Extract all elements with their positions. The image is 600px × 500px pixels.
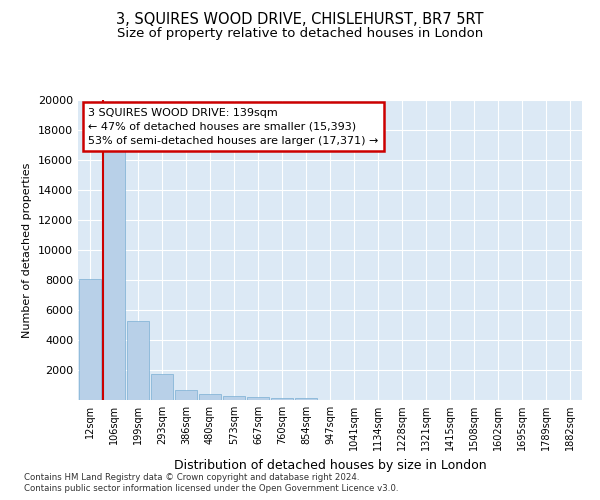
- Bar: [223, 396, 245, 400]
- Bar: [295, 398, 317, 400]
- Bar: [151, 374, 173, 400]
- Bar: [175, 390, 197, 400]
- Text: 3 SQUIRES WOOD DRIVE: 139sqm
← 47% of detached houses are smaller (15,393)
53% o: 3 SQUIRES WOOD DRIVE: 139sqm ← 47% of de…: [88, 108, 379, 146]
- Bar: [79, 278, 101, 400]
- Text: Contains HM Land Registry data © Crown copyright and database right 2024.: Contains HM Land Registry data © Crown c…: [24, 472, 359, 482]
- Y-axis label: Number of detached properties: Number of detached properties: [22, 162, 32, 338]
- Bar: [103, 150, 125, 400]
- Bar: [127, 320, 149, 400]
- Bar: [247, 397, 269, 400]
- Bar: [271, 398, 293, 400]
- Bar: [199, 394, 221, 400]
- X-axis label: Distribution of detached houses by size in London: Distribution of detached houses by size …: [173, 458, 487, 471]
- Text: 3, SQUIRES WOOD DRIVE, CHISLEHURST, BR7 5RT: 3, SQUIRES WOOD DRIVE, CHISLEHURST, BR7 …: [116, 12, 484, 28]
- Text: Size of property relative to detached houses in London: Size of property relative to detached ho…: [117, 28, 483, 40]
- Text: Contains public sector information licensed under the Open Government Licence v3: Contains public sector information licen…: [24, 484, 398, 493]
